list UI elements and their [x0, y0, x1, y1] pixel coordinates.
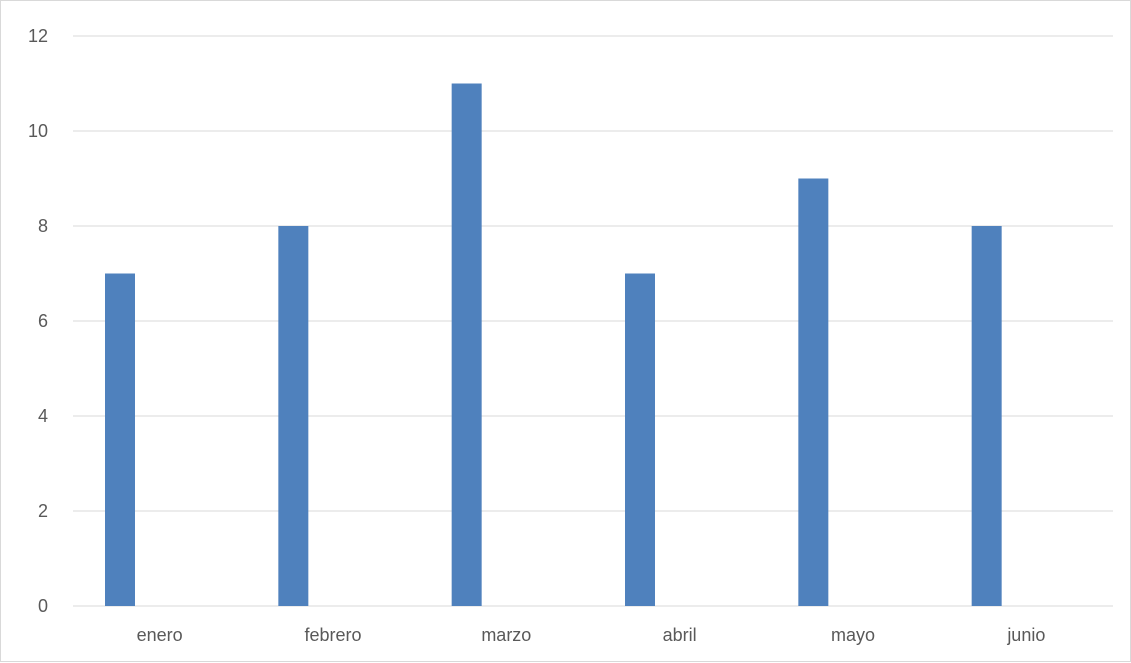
y-tick-label: 12 [28, 26, 48, 46]
y-axis-labels: 0 2 4 6 8 10 12 [28, 26, 48, 616]
x-tick-label: febrero [304, 625, 361, 645]
x-axis-labels: enero febrero marzo abril mayo junio [137, 625, 1046, 645]
x-tick-label: enero [137, 625, 183, 645]
y-tick-label: 4 [38, 406, 48, 426]
bar-junio [971, 226, 1002, 606]
bar-marzo [451, 83, 482, 606]
bars [105, 83, 1002, 606]
gridlines [73, 35, 1113, 607]
y-tick-label: 8 [38, 216, 48, 236]
bar-febrero [278, 226, 309, 606]
y-tick-label: 6 [38, 311, 48, 331]
x-tick-label: marzo [481, 625, 531, 645]
bar-enero [105, 273, 135, 606]
x-tick-label: mayo [831, 625, 875, 645]
bar-mayo [798, 178, 829, 606]
x-tick-label: abril [663, 625, 697, 645]
x-tick-label: junio [1006, 625, 1045, 645]
y-tick-label: 10 [28, 121, 48, 141]
bar-abril [625, 273, 655, 606]
y-tick-label: 0 [38, 596, 48, 616]
y-tick-label: 2 [38, 501, 48, 521]
